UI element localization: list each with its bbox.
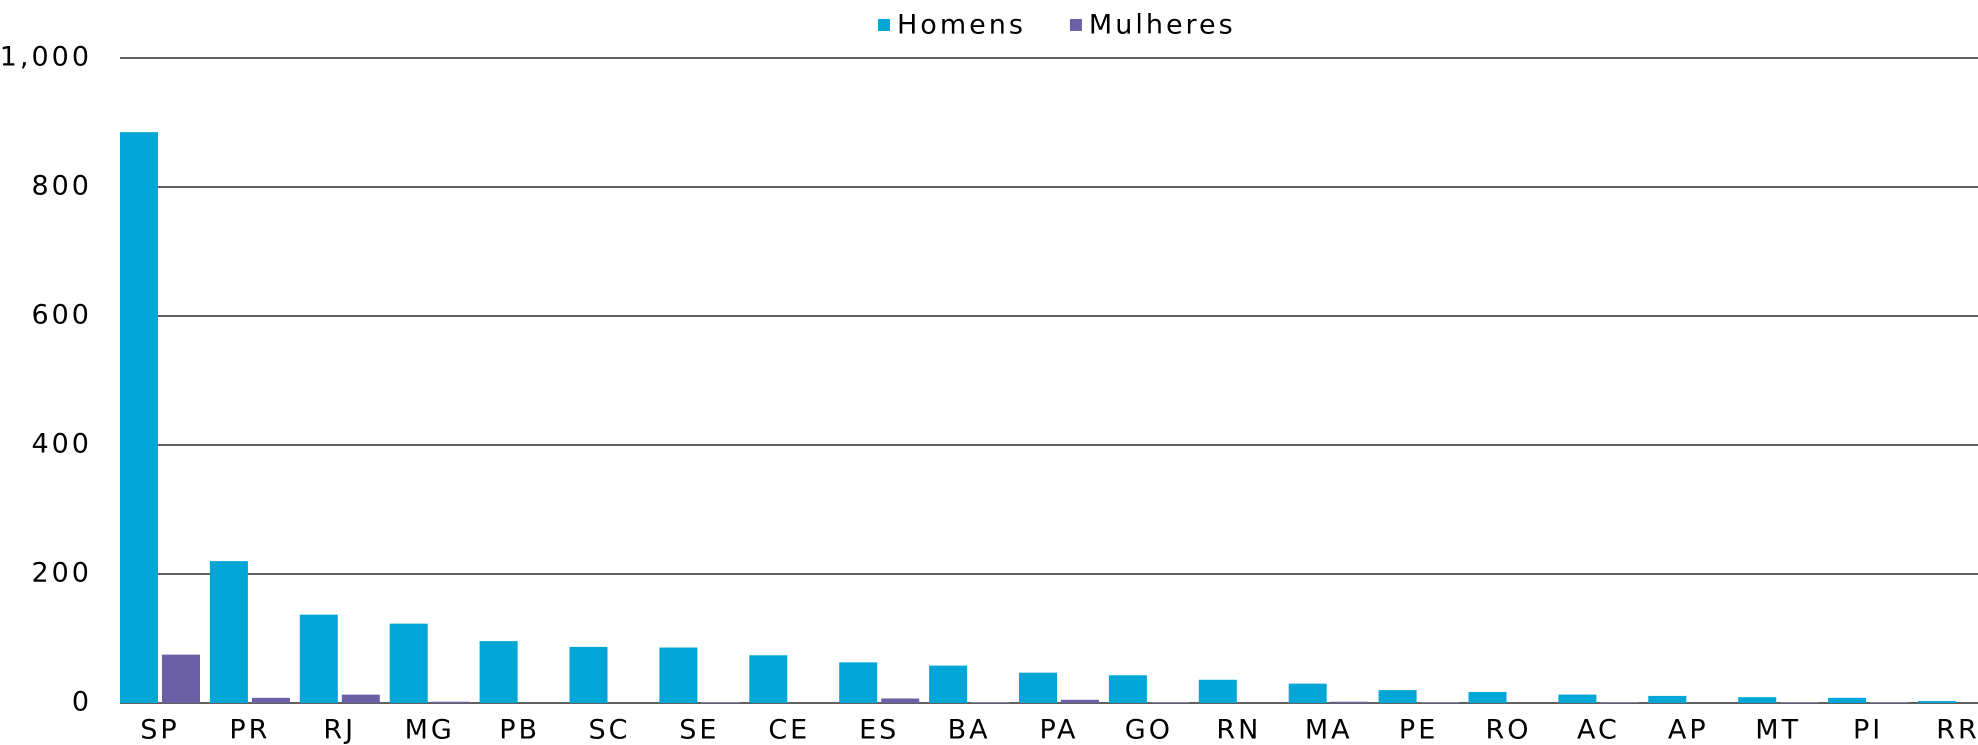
- bar: [701, 702, 740, 703]
- bar: [1150, 702, 1189, 703]
- bar: [971, 702, 1010, 703]
- bar: [120, 132, 158, 704]
- legend-swatch: [878, 19, 890, 31]
- bar: [1558, 694, 1597, 703]
- bar: [1738, 697, 1777, 703]
- x-tick-label: PB: [499, 715, 540, 745]
- y-tick-label: 200: [31, 558, 92, 589]
- bar: [1378, 690, 1417, 703]
- bar: [389, 623, 428, 703]
- x-tick-label: PE: [1399, 715, 1438, 745]
- bar: [929, 665, 968, 703]
- bar: [1870, 702, 1909, 703]
- bar: [659, 647, 698, 703]
- bar: [1108, 675, 1147, 703]
- x-tick-label: MT: [1755, 715, 1801, 745]
- bar: [1288, 683, 1327, 703]
- y-tick-label: 1,000: [0, 42, 92, 73]
- bar: [479, 641, 518, 703]
- bar: [881, 698, 920, 703]
- bar: [251, 697, 290, 703]
- x-tick-label: RN: [1216, 715, 1261, 745]
- bar: [1600, 702, 1639, 703]
- bar: [299, 614, 338, 703]
- x-tick-label: GO: [1125, 715, 1173, 745]
- bar: [162, 654, 200, 703]
- bar: [1648, 695, 1687, 703]
- bar: [1061, 699, 1099, 703]
- x-tick-label: PA: [1039, 715, 1078, 745]
- x-tick-label: ES: [859, 715, 899, 745]
- bar: [1828, 697, 1867, 703]
- bar: [569, 646, 608, 703]
- y-tick-label: 0: [72, 687, 92, 718]
- bar: [839, 662, 878, 703]
- x-tick-label: RR: [1936, 715, 1978, 745]
- bar: [209, 561, 248, 703]
- bar: [341, 694, 380, 703]
- bar: [1918, 701, 1956, 703]
- x-tick-label: SP: [140, 715, 179, 745]
- x-tick-label: SC: [589, 715, 631, 745]
- x-tick-label: BA: [948, 715, 991, 745]
- x-tick-label: MG: [405, 715, 455, 745]
- bar: [1420, 702, 1459, 703]
- x-tick-label: SE: [679, 715, 719, 745]
- x-tick-label: RJ: [323, 715, 356, 745]
- bar: [1330, 701, 1369, 703]
- bar: [1198, 679, 1237, 703]
- x-tick-label: AP: [1668, 715, 1709, 745]
- x-tick-label: PR: [229, 715, 270, 745]
- legend-label: Homens: [897, 10, 1026, 41]
- bar: [1780, 702, 1819, 703]
- bar: [431, 701, 470, 703]
- x-tick-label: CE: [768, 715, 810, 745]
- x-tick-label: RO: [1485, 715, 1531, 745]
- legend-swatch: [1069, 19, 1082, 31]
- y-tick-label: 600: [31, 300, 92, 331]
- bar: [749, 655, 788, 703]
- legend-label: Mulheres: [1089, 10, 1236, 41]
- y-tick-label: 800: [31, 171, 92, 202]
- bar: [1019, 672, 1057, 703]
- bar: [1468, 692, 1507, 703]
- x-tick-label: MA: [1305, 715, 1353, 745]
- x-tick-label: PI: [1853, 715, 1883, 745]
- y-tick-label: 400: [31, 429, 92, 460]
- x-tick-label: AC: [1577, 715, 1620, 745]
